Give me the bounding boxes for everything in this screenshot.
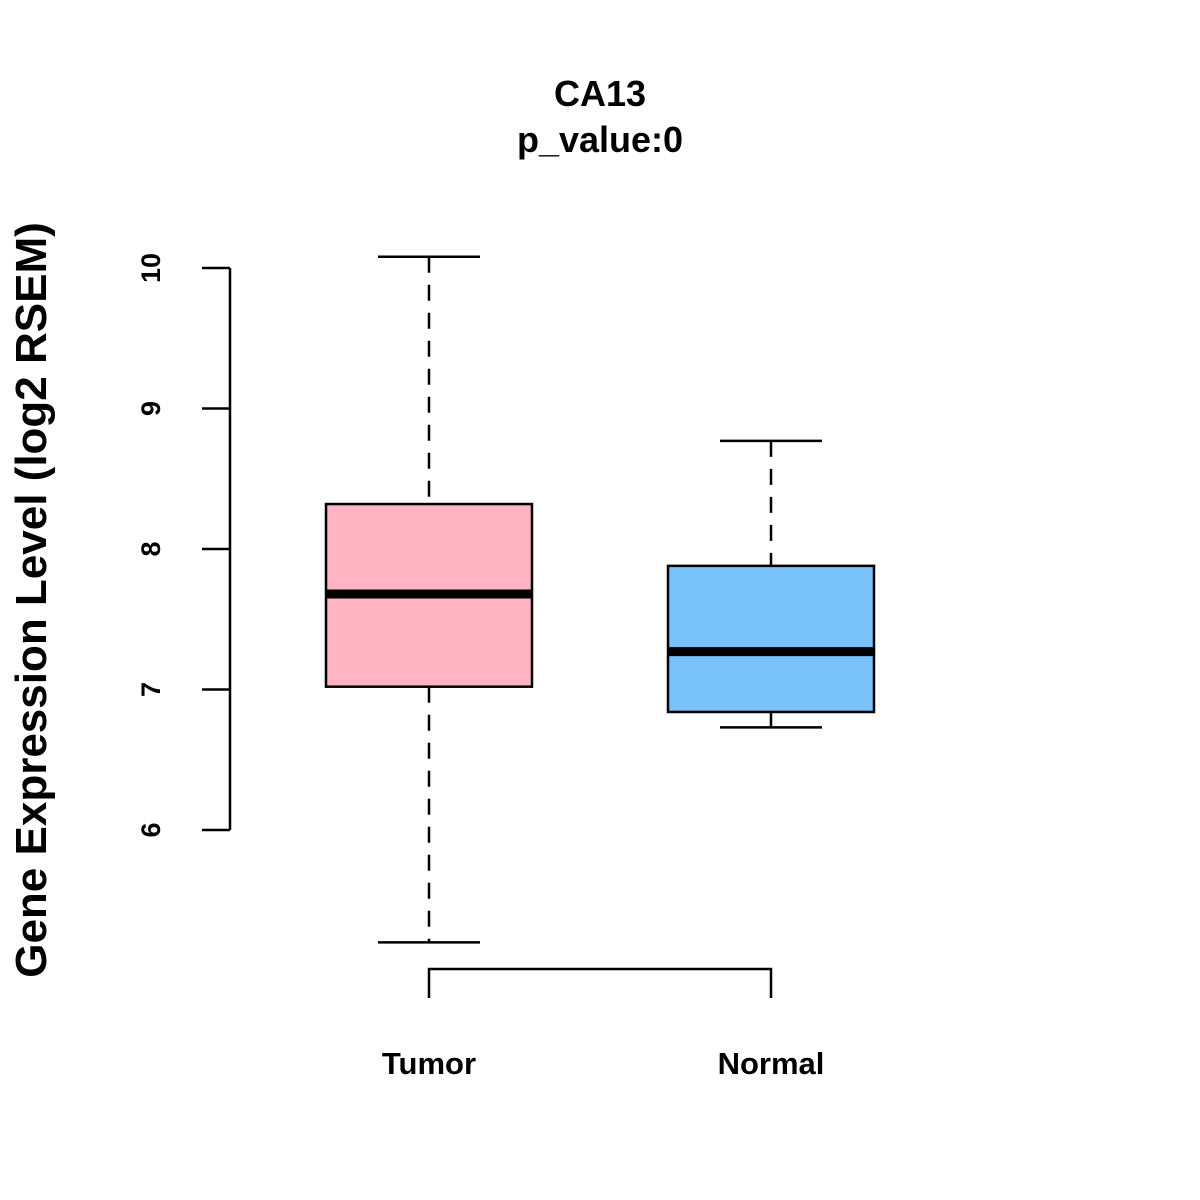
category-label-normal: Normal <box>718 1046 825 1081</box>
chart-title: CA13 <box>554 73 646 114</box>
bracket-line <box>427 967 773 998</box>
y-tick-label-9: 9 <box>136 401 166 416</box>
y-tick-label-8: 8 <box>136 541 166 556</box>
normal-box <box>666 564 876 714</box>
chart-subtitle: p_value:0 <box>517 119 683 160</box>
comparison-bracket <box>427 967 773 998</box>
y-tick-label-10: 10 <box>136 253 166 283</box>
category-label-tumor: Tumor <box>382 1046 476 1081</box>
y-axis-label: Gene Expression Level (log2 RSEM) <box>7 222 56 978</box>
category-labels: Tumor Normal <box>382 1046 824 1081</box>
y-axis-ticks: 6 7 8 9 10 <box>136 253 230 838</box>
y-tick-label-7: 7 <box>136 682 166 697</box>
box-series <box>324 255 876 944</box>
y-tick-label-6: 6 <box>136 822 166 837</box>
